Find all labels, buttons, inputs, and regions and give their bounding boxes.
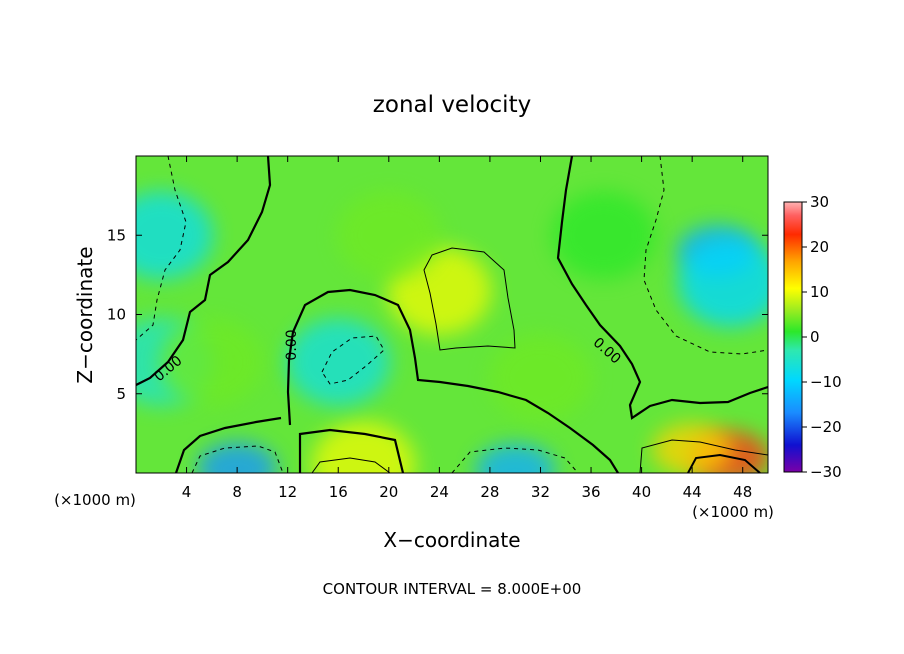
field-feature [678,238,768,327]
contour-positive-bottom-right-inner [687,453,761,473]
contour-lines [136,156,768,473]
x-tick-label: 24 [430,483,449,501]
field-feature [652,423,733,473]
x-unit-label-left: (×1000 m) [54,491,136,509]
x-tick-label: 4 [182,483,192,501]
x-tick-label: 12 [278,483,297,501]
x-axis: 4 8 12 16 20 24 28 32 36 40 44 48 [182,156,752,501]
colorbar: 30 20 10 0 −10 −20 −30 [783,193,842,481]
contour-positive-bottom-right [639,439,768,473]
field-feature [159,318,264,407]
field-feature [488,333,593,422]
field-layer [136,191,768,473]
y-tick-label: 15 [107,226,126,244]
zero-contour-left [136,156,272,386]
field-feature [336,191,441,280]
contour-positive-bottom-mid [311,457,391,473]
colorbar-tick-label: 10 [810,283,829,301]
contour-negative-center [321,335,385,385]
x-axis-label: X−coordinate [383,528,520,552]
field-feature [286,318,391,407]
colorbar-tick-label: 20 [810,238,829,256]
y-tick-label: 10 [107,306,126,324]
x-tick-label: 40 [632,483,651,501]
colorbar-tick-label: −20 [810,418,842,436]
y-axis: 5 10 15 [107,226,768,403]
x-tick-label: 28 [480,483,499,501]
contour-negative-right [643,156,768,355]
x-tick-label: 20 [379,483,398,501]
zero-contour-bottom-mid [298,428,405,473]
colorbar-tick-label: 30 [810,193,829,211]
colorbar-gradient [783,201,803,473]
y-axis-label: Z−coordinate [73,246,97,383]
x-unit-label-right: (×1000 m) [692,503,774,521]
zero-contour-bottom-left [174,416,282,473]
field-feature [475,443,556,473]
x-tick-label: 48 [733,483,752,501]
zero-contour-middle [286,288,619,473]
y-tick-label: 5 [116,385,126,403]
zero-contour-right [556,156,768,420]
contour-interval-note: CONTOUR INTERVAL = 8.000E+00 [323,580,582,598]
x-tick-label: 36 [581,483,600,501]
x-tick-label: 8 [232,483,242,501]
contour-positive-center [423,247,516,351]
colorbar-tick-label: −10 [810,373,842,391]
x-tick-label: 32 [531,483,550,501]
colorbar-ticks: 30 20 10 0 −10 −20 −30 [802,193,842,481]
contour-label: 0.00 [284,329,300,360]
x-tick-label: 16 [329,483,348,501]
heatmap-field [136,156,768,473]
x-tick-label: 44 [683,483,702,501]
field-feature [136,191,214,280]
colorbar-tick-label: 0 [810,328,820,346]
colorbar-tick-label: −30 [810,463,842,481]
contour-negative-left [136,156,187,341]
field-feature [197,442,278,473]
field-feature [551,191,656,280]
contour-negative-bottom-left [191,445,284,473]
chart-title: zonal velocity [373,92,531,118]
